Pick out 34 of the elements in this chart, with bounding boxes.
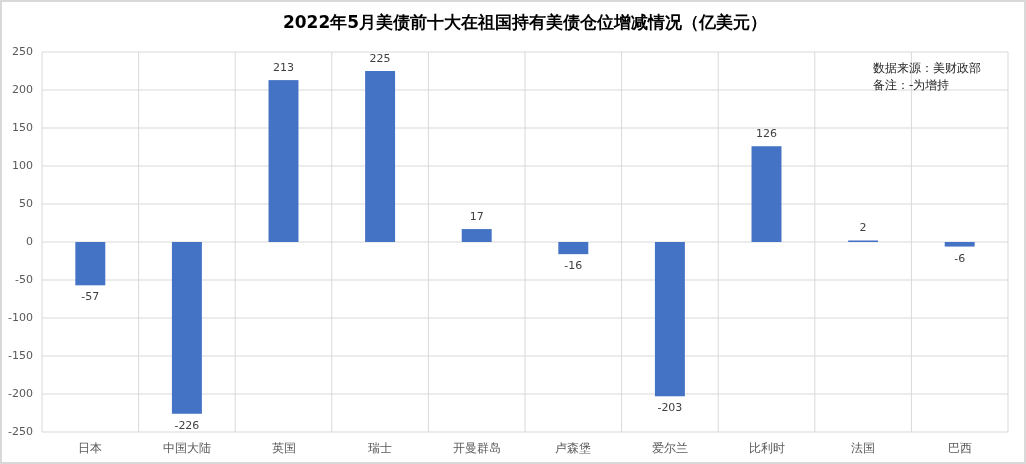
x-tick-label: 巴西	[947, 440, 972, 455]
y-tick-label: 100	[12, 159, 33, 172]
annotation: 数据来源：美财政部	[873, 61, 981, 75]
x-tick-label: 比利时	[748, 440, 785, 455]
y-tick-label: -200	[8, 387, 33, 400]
data-label: -57	[81, 290, 100, 304]
y-tick-label: -250	[8, 425, 33, 438]
data-label: 2	[859, 221, 867, 235]
y-tick-label: 50	[19, 197, 33, 210]
x-tick-label: 爱尔兰	[651, 440, 688, 455]
x-tick-label: 瑞士	[368, 440, 393, 455]
y-tick-label: 150	[12, 121, 33, 134]
y-tick-label: 200	[12, 83, 33, 96]
data-label: -6	[954, 251, 966, 265]
data-label: -203	[657, 401, 683, 415]
x-tick-label: 英国	[271, 440, 296, 455]
title: 2022年5月美债前十大在祖国持有美债仓位增减情况（亿美元）	[282, 12, 768, 32]
y-tick-label: 250	[12, 45, 33, 58]
y-tick-label: 0	[26, 235, 33, 248]
data-label: 17	[469, 210, 484, 224]
data-label: 213	[273, 61, 294, 75]
annotation: 备注：-为增持	[873, 78, 950, 92]
data-label: 225	[369, 52, 391, 65]
data-label: -226	[174, 418, 200, 432]
x-tick-label: 中国大陆	[162, 440, 211, 455]
x-tick-label: 卢森堡	[555, 440, 592, 455]
data-label: 126	[756, 127, 777, 141]
y-tick-label: -100	[8, 311, 33, 324]
y-tick-label: -50	[15, 273, 33, 286]
data-label: -16	[564, 259, 583, 273]
x-tick-label: 法国	[851, 440, 876, 455]
y-tick-label: -150	[8, 349, 33, 362]
x-tick-label: 日本	[78, 440, 103, 455]
x-tick-label: 开曼群岛	[452, 440, 501, 455]
